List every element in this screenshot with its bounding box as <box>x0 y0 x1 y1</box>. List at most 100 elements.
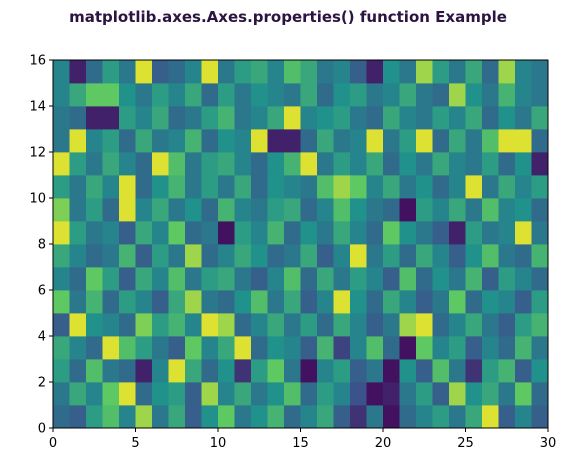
heatmap-cell <box>515 152 532 176</box>
heatmap-cell <box>333 244 351 268</box>
heatmap-cell <box>119 244 136 268</box>
heatmap-cell <box>399 405 417 429</box>
heatmap-cell <box>218 60 235 84</box>
heatmap-cell <box>531 175 549 199</box>
heatmap-cell <box>449 60 466 84</box>
heatmap-cell <box>152 382 169 406</box>
heatmap-cell <box>465 175 483 199</box>
heatmap-cell <box>251 382 268 406</box>
heatmap-cell <box>218 244 235 268</box>
heatmap-cell <box>119 336 136 360</box>
heatmap-cell <box>102 313 120 337</box>
heatmap-cell <box>449 382 466 406</box>
heatmap-cell <box>102 382 120 406</box>
heatmap-cell <box>284 336 301 360</box>
heatmap-cell <box>366 336 384 360</box>
heatmap-cell <box>366 83 384 107</box>
heatmap-cell <box>102 359 120 383</box>
heatmap-cell <box>383 221 400 245</box>
heatmap-cell <box>416 106 433 130</box>
heatmap-cell <box>515 313 532 337</box>
heatmap-cell <box>53 382 70 406</box>
heatmap-cell <box>201 336 219 360</box>
heatmap-cell <box>317 290 334 314</box>
heatmap-cell <box>317 175 334 199</box>
heatmap-cell <box>86 267 103 291</box>
heatmap-cell <box>251 198 268 222</box>
heatmap-cell <box>69 290 87 314</box>
heatmap-cell <box>234 221 252 245</box>
heatmap-cell <box>300 405 318 429</box>
heatmap-cell <box>317 359 334 383</box>
heatmap-cell <box>432 313 450 337</box>
heatmap-cell <box>465 405 483 429</box>
heatmap-cell <box>383 83 400 107</box>
heatmap-cell <box>152 129 169 153</box>
heatmap-cell <box>119 267 136 291</box>
heatmap-cell <box>482 290 499 314</box>
heatmap-cell <box>366 359 384 383</box>
heatmap-cell <box>399 152 417 176</box>
heatmap-cell <box>251 129 268 153</box>
heatmap-cell <box>251 290 268 314</box>
heatmap-cell <box>482 152 499 176</box>
heatmap-cell <box>416 290 433 314</box>
heatmap-cell <box>53 106 70 130</box>
heatmap-cell <box>218 175 235 199</box>
heatmap-cell <box>416 83 433 107</box>
heatmap-cell <box>119 290 136 314</box>
heatmap-cell <box>366 313 384 337</box>
x-tick-label: 5 <box>131 436 139 451</box>
heatmap-cell <box>366 152 384 176</box>
heatmap-cell <box>300 313 318 337</box>
heatmap-cell <box>119 83 136 107</box>
x-tick-label: 15 <box>292 436 309 451</box>
heatmap-cell <box>416 267 433 291</box>
heatmap-cell <box>333 175 351 199</box>
heatmap-cell <box>399 267 417 291</box>
heatmap-cell <box>416 359 433 383</box>
heatmap-cell <box>267 336 285 360</box>
heatmap-cell <box>234 290 252 314</box>
heatmap-cell <box>300 129 318 153</box>
heatmap-cell <box>300 244 318 268</box>
heatmap-cell <box>449 221 466 245</box>
heatmap-cell <box>251 267 268 291</box>
heatmap-cell <box>201 129 219 153</box>
heatmap-cell <box>251 175 268 199</box>
heatmap-cell <box>69 405 87 429</box>
heatmap-cell <box>168 60 186 84</box>
heatmap-cell <box>416 198 433 222</box>
heatmap-cell <box>152 83 169 107</box>
heatmap-cell <box>251 359 268 383</box>
heatmap-cell <box>119 106 136 130</box>
heatmap-cell <box>449 198 466 222</box>
heatmap-cell <box>168 313 186 337</box>
heatmap-cell <box>350 244 367 268</box>
heatmap-cell <box>300 198 318 222</box>
heatmap-cell <box>465 60 483 84</box>
heatmap-cell <box>515 221 532 245</box>
heatmap-cell <box>416 152 433 176</box>
heatmap-cell <box>152 290 169 314</box>
x-tick-label: 10 <box>210 436 227 451</box>
heatmap-cell <box>135 152 153 176</box>
heatmap-cell <box>366 106 384 130</box>
heatmap-cell <box>53 313 70 337</box>
heatmap-cell <box>465 221 483 245</box>
x-tick-label: 30 <box>540 436 557 451</box>
heatmap-cell <box>399 244 417 268</box>
heatmap-cell <box>251 83 268 107</box>
heatmap-cell <box>350 152 367 176</box>
heatmap-cell <box>284 405 301 429</box>
heatmap-cell <box>350 129 367 153</box>
heatmap-cell <box>168 359 186 383</box>
heatmap-cell <box>399 106 417 130</box>
heatmap-cell <box>515 267 532 291</box>
heatmap-cell <box>234 313 252 337</box>
heatmap-cell <box>350 198 367 222</box>
heatmap-cell <box>185 267 202 291</box>
heatmap-cell <box>152 244 169 268</box>
heatmap-cell <box>168 175 186 199</box>
